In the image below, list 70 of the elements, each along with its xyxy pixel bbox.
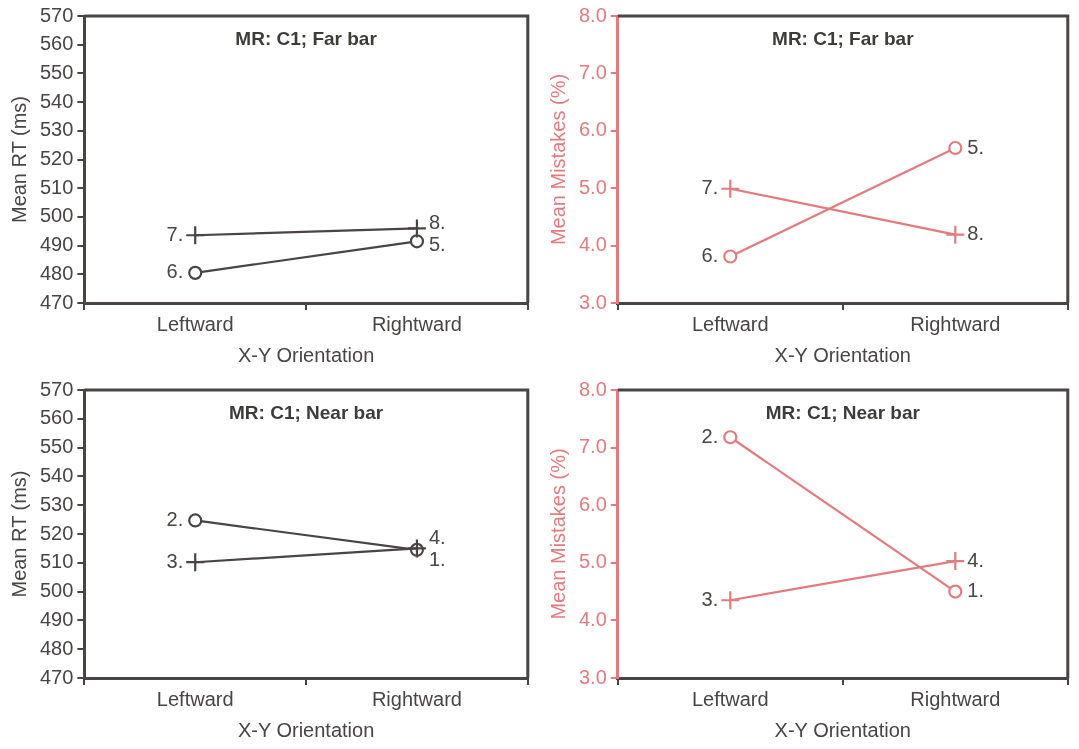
annotation: 7. [701,176,719,199]
y-axis-title: Mean Mistakes (%) [546,448,569,620]
y-tick-label: 500 [39,204,74,227]
annotation: 6. [166,260,184,283]
y-tick-label: 530 [39,492,74,515]
x-tick-label: Leftward [156,687,234,710]
y-axis-title: Mean RT (ms) [7,470,30,598]
y-tick-label: 5.0 [578,175,607,198]
x-tick-label: Leftward [691,687,769,710]
annotation: 2. [701,424,719,447]
x-tick-label: Leftward [691,312,769,335]
x-tick-label: Leftward [156,312,234,335]
y-tick-label: 7.0 [578,435,607,458]
annotation: 8. [428,211,446,234]
y-tick-label: 560 [39,32,74,55]
x-axis-title: X-Y Orientation [774,718,911,741]
annotation: 5. [967,135,984,158]
y-tick-label: 550 [39,435,74,458]
y-tick-label: 470 [39,290,74,313]
x-tick-label: Rightward [371,687,462,710]
y-axis-title: Mean RT (ms) [7,95,30,224]
x-tick-label: Rightward [910,312,1001,335]
x-axis-title: X-Y Orientation [237,343,375,366]
annotation: 3. [166,549,184,572]
x-tick-label: Rightward [910,687,1001,710]
annotation: 4. [967,548,984,571]
y-tick-label: 3.0 [578,290,607,313]
y-tick-label: 490 [39,233,74,256]
y-tick-label: 540 [39,463,74,486]
y-tick-label: 510 [39,550,74,573]
y-tick-label: 470 [39,665,74,688]
y-tick-label: 560 [39,406,74,429]
annotation: 3. [701,587,719,610]
y-tick-label: 480 [39,636,74,659]
text: MR: C1; Far bar [235,27,378,49]
y-tick-label: 5.0 [578,550,607,573]
y-tick-label: 500 [39,579,74,602]
y-tick-label: 490 [39,607,74,630]
y-tick-label: 4.0 [578,233,607,256]
text: MR: C1; Near bar [765,401,921,423]
y-axis-title: Mean Mistakes (%) [546,73,569,246]
y-tick-label: 8.0 [578,377,607,400]
y-tick-label: 530 [39,118,74,141]
y-tick-label: 510 [39,175,74,198]
y-tick-label: 520 [39,147,74,170]
annotation: 6. [701,244,719,267]
y-tick-label: 550 [39,60,74,83]
y-tick-label: 480 [39,261,74,284]
x-tick-label: Rightward [371,312,462,335]
y-tick-label: 4.0 [578,607,607,630]
annotation: 5. [428,233,446,256]
text: MR: C1; Near bar [229,401,384,423]
annotation: 1. [428,547,446,570]
y-tick-label: 3.0 [578,665,607,688]
y-tick-label: 540 [39,89,74,112]
y-tick-label: 7.0 [578,60,607,83]
annotation: 1. [967,579,984,602]
y-tick-label: 6.0 [578,492,607,515]
y-tick-label: 6.0 [578,118,607,141]
y-tick-label: 520 [39,521,74,544]
annotation: 4. [428,525,446,548]
text: MR: C1; Far bar [772,27,915,49]
annotation: 7. [166,222,184,245]
annotation: 2. [166,507,184,530]
x-axis-title: X-Y Orientation [237,718,375,741]
y-tick-label: 8.0 [578,3,607,26]
y-tick-label: 570 [39,3,74,26]
x-axis-title: X-Y Orientation [774,343,911,366]
y-tick-label: 570 [39,377,74,400]
annotation: 8. [967,222,984,245]
